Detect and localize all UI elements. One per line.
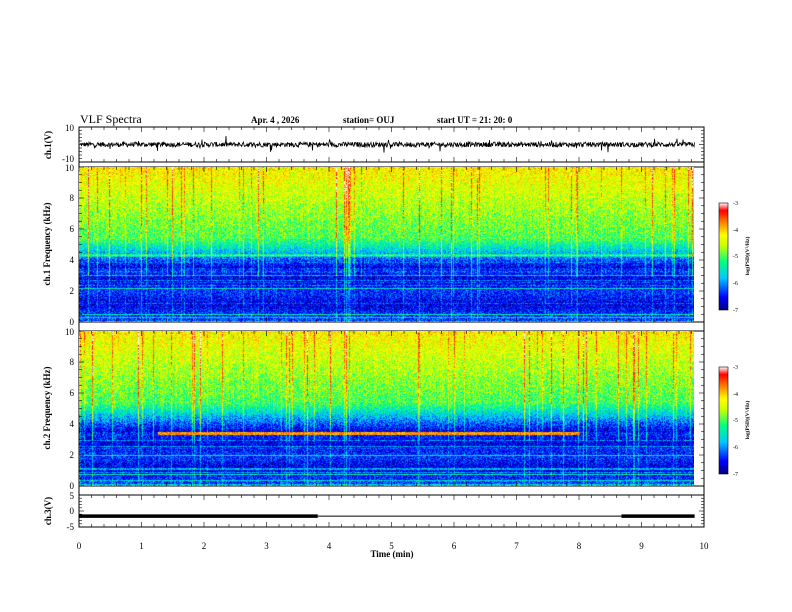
ch3-ticks — [78, 494, 705, 528]
spec2-ylabel: ch.2 Frequency (kHz) — [42, 366, 52, 449]
ch1-ytick-top: 10 — [65, 123, 75, 133]
time-tick-label: 0 — [77, 541, 82, 551]
cb1-tick-minus7: -7 — [733, 308, 738, 314]
cb2-tick-minus7: -7 — [733, 472, 738, 478]
time-axis-label: Time (min) — [370, 549, 413, 559]
ch1-waveform-panel: 10 -10 ch.1(V) — [43, 123, 705, 164]
ch1-waveform-ticks — [78, 126, 705, 163]
figure-header: VLF Spectra Apr. 4 , 2026 station= OUJ s… — [80, 112, 513, 126]
station-label: station= OUJ — [343, 115, 395, 125]
ch2-spectrogram-image — [79, 331, 694, 486]
ch3-status-panel: 5 0 -5 ch.3(V) — [43, 491, 705, 532]
time-tick-label: 2 — [202, 541, 207, 551]
start-time-label: start UT = 21: 20: 0 — [437, 115, 513, 125]
spec1-ytick-10: 10 — [65, 163, 75, 173]
time-tick-label: 9 — [639, 541, 644, 551]
ch1-spectrogram-panel: 0 2 4 6 8 10 ch.1 Frequency (kHz) — [42, 163, 705, 327]
ch1-colorbar-gradient — [718, 202, 729, 311]
date-label: Apr. 4 , 2026 — [251, 115, 300, 125]
time-axis-tick-labels: 0 1 2 3 4 5 6 7 8 9 10 — [77, 541, 709, 551]
cb2-tick-minus4: -4 — [733, 392, 738, 398]
spec1-ylabel: ch.1 Frequency (kHz) — [42, 202, 52, 285]
ch1-spectrogram-image — [79, 167, 694, 322]
spec2-ytick-0: 0 — [70, 481, 75, 491]
spec2-ytick-6: 6 — [70, 388, 75, 398]
ch3-ytick-0: 0 — [70, 506, 75, 516]
spec2-ytick-2: 2 — [70, 450, 75, 460]
cb2-tick-minus6: -6 — [733, 445, 738, 451]
ch1-waveform-ylabel: ch.1(V) — [43, 131, 53, 159]
spec1-ytick-2: 2 — [70, 286, 75, 296]
time-tick-label: 3 — [264, 541, 269, 551]
spec1-ytick-8: 8 — [70, 193, 75, 203]
spec2-ytick-4: 4 — [70, 419, 75, 429]
ch2-colorbar: -3 -4 -5 -6 -7 log(PSD)(V²/Hz) — [718, 365, 751, 478]
cb1-tick-minus3: -3 — [733, 201, 738, 207]
ch3-ytick-minus5: -5 — [67, 522, 75, 532]
cb2-tick-minus5: -5 — [733, 418, 738, 424]
time-tick-label: 8 — [577, 541, 582, 551]
spec2-ytick-10: 10 — [65, 327, 75, 337]
ch2-colorbar-gradient — [718, 366, 729, 475]
ch3-ylabel: ch.3(V) — [43, 497, 53, 525]
time-tick-label: 4 — [327, 541, 332, 551]
time-tick-label: 10 — [700, 541, 710, 551]
ch2-colorbar-label: log(PSD)(V²/Hz) — [744, 401, 751, 440]
time-tick-label: 7 — [514, 541, 519, 551]
ch2-spectrogram-ticks — [78, 330, 705, 487]
cb2-tick-minus3: -3 — [733, 365, 738, 371]
figure-title: VLF Spectra — [80, 112, 142, 126]
cb1-tick-minus5: -5 — [733, 254, 738, 260]
ch1-spectrogram-ticks — [78, 166, 705, 323]
ch2-spectrogram-panel: 0 2 4 6 8 10 ch.2 Frequency (kHz) — [42, 327, 705, 491]
spec1-ytick-0: 0 — [70, 317, 75, 327]
spec2-ytick-8: 8 — [70, 357, 75, 367]
ch1-colorbar: -3 -4 -5 -6 -7 log(PSD)(V²/Hz) — [718, 201, 751, 314]
time-tick-label: 1 — [139, 541, 144, 551]
spec1-ytick-4: 4 — [70, 255, 75, 265]
ch1-colorbar-label: log(PSD)(V²/Hz) — [744, 237, 751, 276]
ch1-ytick-bottom: -10 — [62, 154, 74, 164]
time-tick-label: 6 — [452, 541, 457, 551]
cb1-tick-minus4: -4 — [733, 228, 738, 234]
cb1-tick-minus6: -6 — [733, 281, 738, 287]
ch3-ytick-5: 5 — [70, 491, 75, 501]
ch1-waveform-line — [79, 135, 695, 153]
time-tick-label: 5 — [389, 541, 394, 551]
spec1-ytick-6: 6 — [70, 224, 75, 234]
